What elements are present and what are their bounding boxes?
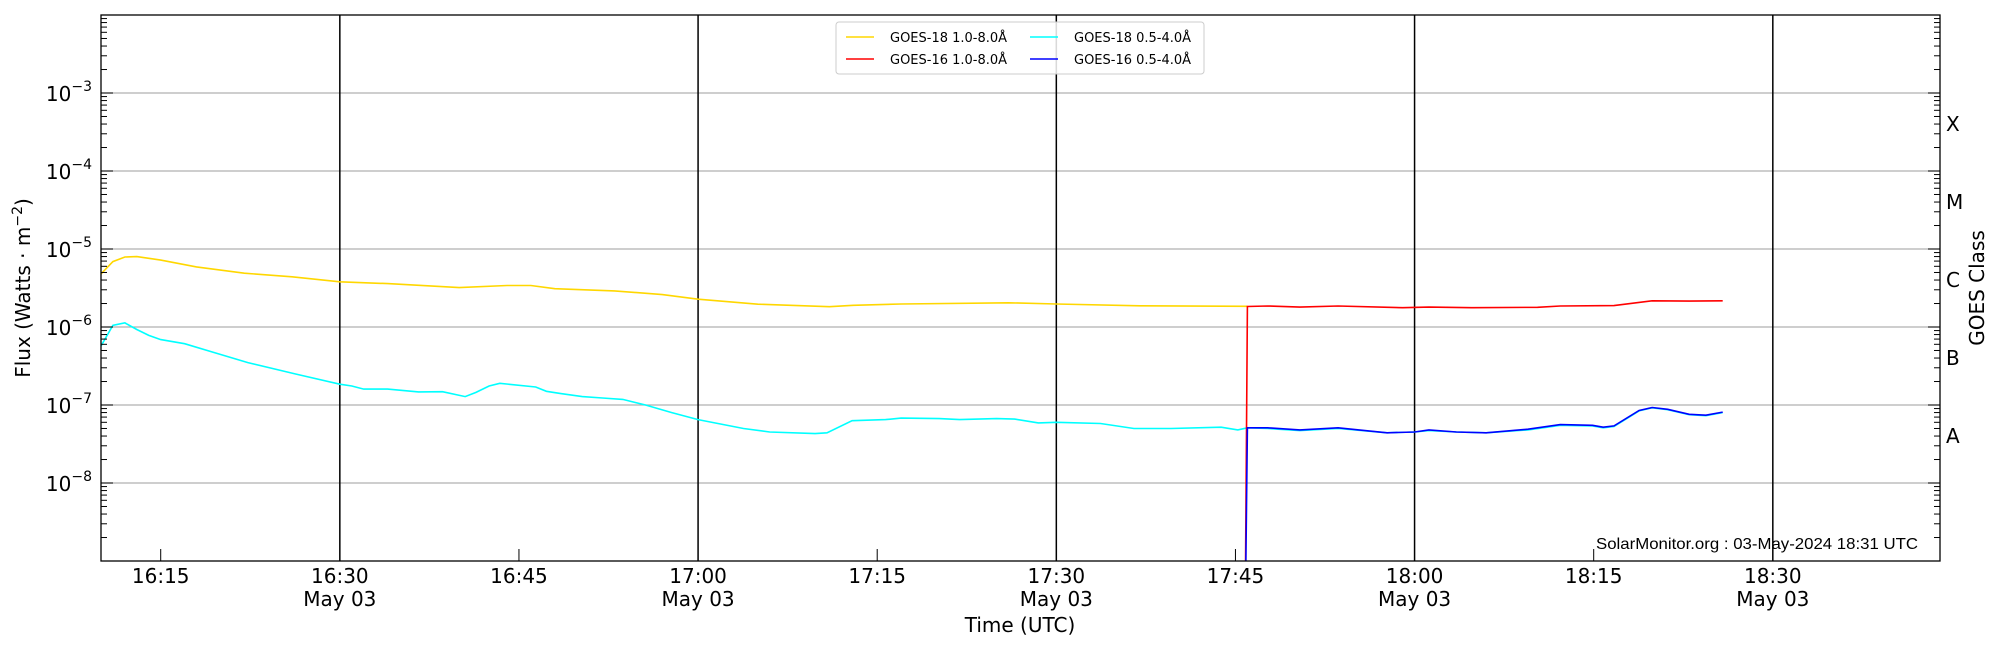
goes-class-label-m: M xyxy=(1946,190,1963,214)
y-tick-label: 10−4 xyxy=(46,157,92,184)
x-axis-label: Time (UTC) xyxy=(964,613,1076,637)
legend-label: GOES-18 1.0-8.0Å xyxy=(890,30,1007,46)
y-tick-exponent: −6 xyxy=(71,313,92,329)
y-tick-base: 10 xyxy=(46,316,71,340)
series-line-0 xyxy=(101,255,1248,308)
y-tick-label: 10−8 xyxy=(46,469,92,496)
legend-label: GOES-16 1.0-8.0Å xyxy=(890,52,1007,68)
y-tick-base: 10 xyxy=(46,238,71,262)
y-tick-exponent: −8 xyxy=(71,469,92,485)
x-tick-date-label: May 03 xyxy=(1736,587,1809,611)
x-tick-date-label: May 03 xyxy=(661,587,734,611)
series-line-1 xyxy=(101,322,1723,435)
x-tick-label: 16:30 xyxy=(311,564,369,588)
y-tick-base: 10 xyxy=(46,160,71,184)
plot-frame xyxy=(100,14,1941,562)
y-tick-base: 10 xyxy=(46,472,71,496)
x-tick-label: 17:30 xyxy=(1028,564,1086,588)
x-tick-label: 17:45 xyxy=(1207,564,1265,588)
goes-class-label-b: B xyxy=(1946,346,1960,370)
legend-label: GOES-18 0.5-4.0Å xyxy=(1074,30,1191,46)
series-line-2 xyxy=(1244,299,1723,561)
y-tick-base: 10 xyxy=(46,82,71,106)
y-tick-exponent: −7 xyxy=(71,391,92,407)
series-lines xyxy=(101,255,1723,561)
x-tick-date-label: May 03 xyxy=(1020,587,1093,611)
y-tick-exponent: −5 xyxy=(71,235,92,251)
x-tick-date-label: May 03 xyxy=(303,587,376,611)
x-tick-label: 16:15 xyxy=(132,564,190,588)
y-axis-label: Flux (Watts · m−2) xyxy=(10,198,35,378)
y-tick-exponent: −4 xyxy=(71,157,92,173)
y-tick-label: 10−5 xyxy=(46,235,92,262)
y-tick-label: 10−6 xyxy=(46,313,92,340)
y-axis-label-exponent: −2 xyxy=(10,206,26,227)
y-axis-label-text: Flux (Watts · m xyxy=(11,227,35,378)
x-tick-label: 17:00 xyxy=(669,564,727,588)
legend-label: GOES-16 0.5-4.0Å xyxy=(1074,52,1191,68)
x-tick-label: 16:45 xyxy=(490,564,548,588)
axis-ticks xyxy=(101,18,1940,562)
y-tick-exponent: −3 xyxy=(71,79,92,95)
watermark-annotation: SolarMonitor.org : 03-May-2024 18:31 UTC xyxy=(1596,536,1918,553)
y-tick-base: 10 xyxy=(46,394,71,418)
x-tick-label: 18:15 xyxy=(1565,564,1623,588)
gridlines xyxy=(101,15,1940,561)
y-tick-label: 10−7 xyxy=(46,391,92,418)
y-tick-label: 10−3 xyxy=(46,79,92,106)
goes-class-label-x: X xyxy=(1946,112,1960,136)
y-axis-label-close: ) xyxy=(11,198,35,206)
x-tick-label: 18:00 xyxy=(1386,564,1444,588)
x-tick-label: 17:15 xyxy=(848,564,906,588)
series-line-3 xyxy=(1245,406,1723,561)
x-tick-label: 18:30 xyxy=(1744,564,1802,588)
goes-class-label-c: C xyxy=(1946,268,1960,292)
legend-box xyxy=(835,21,1205,75)
right-axis-label: GOES Class xyxy=(1965,230,1989,346)
legend: GOES-18 1.0-8.0Å GOES-16 1.0-8.0Å GOES-18 … xyxy=(835,21,1205,75)
goes-class-label-a: A xyxy=(1946,424,1960,448)
x-tick-date-label: May 03 xyxy=(1378,587,1451,611)
